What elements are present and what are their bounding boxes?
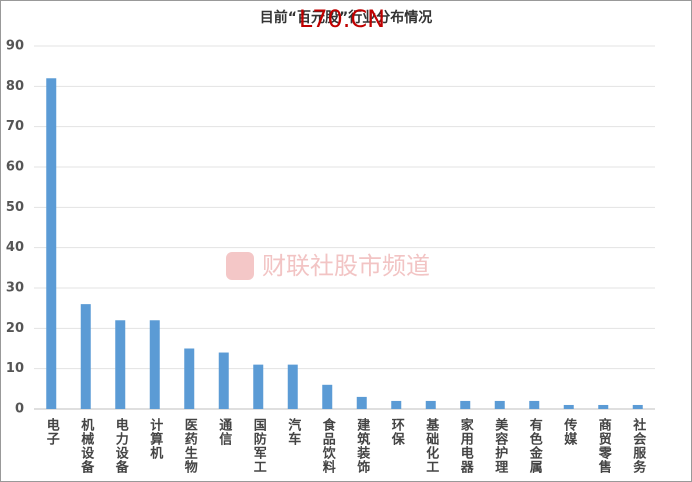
bar [356, 396, 367, 409]
y-tick-label: 0 [15, 402, 24, 417]
x-tick-label: 机械设备 [78, 417, 95, 474]
x-tick-label: 商贸零售 [596, 417, 613, 474]
x-tick-label: 食品饮料 [320, 417, 337, 474]
y-tick-label: 80 [6, 79, 24, 94]
bar [322, 384, 333, 409]
x-tick-label: 环保 [389, 418, 406, 446]
watermark: 财联社股市频道 [262, 252, 430, 280]
watermark-logo [226, 252, 254, 280]
chart-title: 目前“百元股”行业分布情况 [260, 9, 432, 26]
y-tick-label: 70 [6, 119, 24, 134]
overlay-annotation: L70.CN [299, 5, 385, 33]
x-tick-label: 电子 [44, 417, 60, 446]
bar [391, 400, 402, 409]
bar [80, 304, 91, 409]
x-tick-label: 医药生物 [182, 418, 198, 474]
x-tick-label: 电力设备 [113, 417, 130, 474]
bar [460, 400, 471, 409]
x-tick-label: 汽车 [285, 417, 301, 446]
x-tick-label: 通信 [216, 417, 232, 446]
x-tick-label: 家用电器 [458, 417, 475, 474]
x-tick-label: 社会服务 [630, 417, 647, 474]
x-tick-label: 国防军工 [251, 418, 267, 474]
y-tick-label: 60 [6, 160, 24, 175]
bar [253, 364, 264, 409]
x-tick-label: 基础化工 [423, 417, 440, 474]
bar [598, 404, 609, 409]
bar [425, 400, 436, 409]
bar [632, 404, 643, 409]
y-tick-label: 20 [6, 321, 24, 336]
bar [494, 400, 505, 409]
y-tick-label: 90 [6, 39, 24, 54]
bar [218, 352, 229, 409]
x-tick-label: 计算机 [147, 417, 163, 460]
bar [287, 364, 298, 409]
y-tick-label: 40 [6, 240, 24, 255]
bar [149, 320, 160, 409]
x-tick-label: 建筑装饰 [354, 417, 371, 474]
x-tick-label: 有色金属 [527, 417, 544, 474]
bar [115, 320, 126, 409]
y-tick-label: 10 [6, 361, 24, 376]
bar [563, 404, 574, 409]
bar [46, 78, 57, 410]
bar [529, 400, 540, 409]
y-tick-label: 50 [6, 200, 24, 215]
bar [184, 348, 195, 409]
y-tick-label: 30 [6, 281, 24, 296]
x-tick-label: 传媒 [561, 417, 578, 446]
x-tick-label: 美容护理 [492, 417, 509, 474]
